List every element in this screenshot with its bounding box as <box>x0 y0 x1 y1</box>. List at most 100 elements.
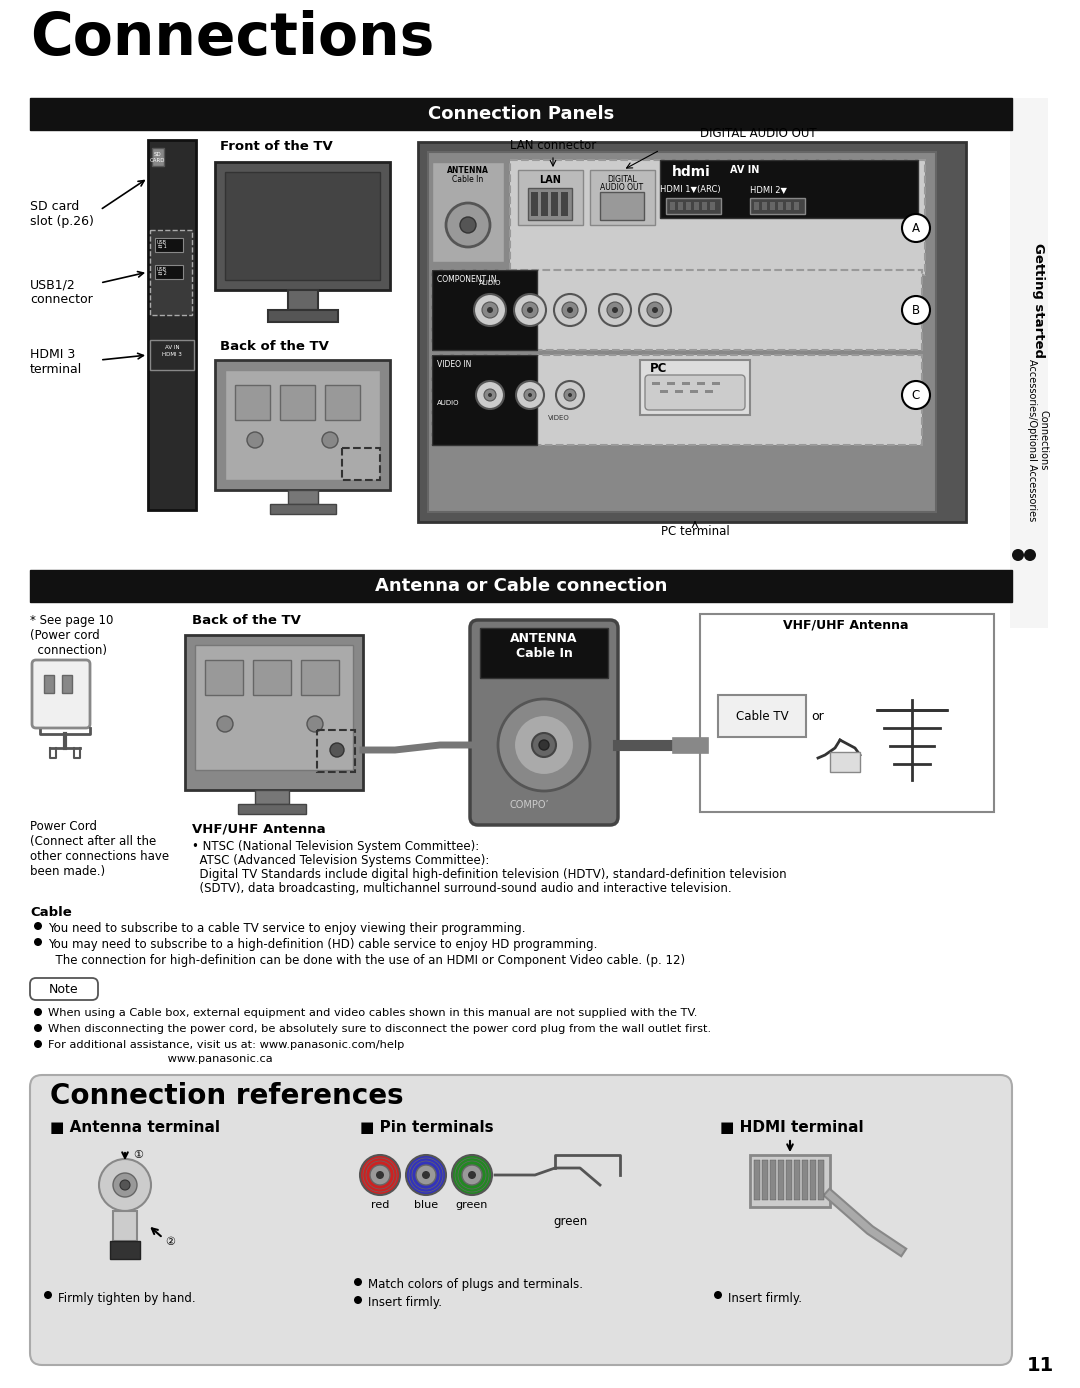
Text: B: B <box>912 304 920 316</box>
Text: Connection references: Connection references <box>50 1083 404 1110</box>
Text: ANTENNA: ANTENNA <box>447 167 489 175</box>
Circle shape <box>902 214 930 242</box>
Text: Insert firmly.: Insert firmly. <box>368 1296 442 1309</box>
Text: ■ Pin terminals: ■ Pin terminals <box>360 1120 494 1135</box>
Circle shape <box>460 217 476 233</box>
Bar <box>432 355 537 446</box>
Text: You need to subscribe to a cable TV service to enjoy viewing their programming.: You need to subscribe to a cable TV serv… <box>48 922 526 936</box>
Text: VHF/UHF Antenna: VHF/UHF Antenna <box>783 618 908 632</box>
Text: VIDEO: VIDEO <box>548 415 570 421</box>
Circle shape <box>453 1155 492 1195</box>
Circle shape <box>532 733 556 756</box>
Circle shape <box>487 307 492 314</box>
Text: Cable: Cable <box>30 906 71 919</box>
Text: HDMI 3: HDMI 3 <box>162 353 181 357</box>
Bar <box>215 359 390 490</box>
Bar <box>754 203 759 210</box>
Bar <box>762 203 767 210</box>
Bar <box>518 169 583 225</box>
Circle shape <box>1012 550 1024 561</box>
Circle shape <box>714 1291 723 1299</box>
Bar <box>818 1160 824 1201</box>
Text: A: A <box>912 222 920 235</box>
Circle shape <box>902 296 930 323</box>
Text: green: green <box>456 1201 488 1210</box>
Text: HDMI 3
terminal: HDMI 3 terminal <box>30 348 82 376</box>
FancyBboxPatch shape <box>30 979 98 999</box>
Bar <box>195 645 353 770</box>
Text: www.panasonic.ca: www.panasonic.ca <box>48 1053 272 1065</box>
Text: AV IN: AV IN <box>730 165 759 175</box>
Bar <box>770 1160 777 1201</box>
Circle shape <box>652 307 658 314</box>
Bar <box>754 1160 760 1201</box>
Text: Note: Note <box>50 983 79 995</box>
FancyBboxPatch shape <box>30 1074 1012 1364</box>
Bar <box>794 1160 800 1201</box>
Circle shape <box>468 1171 476 1178</box>
Bar <box>694 203 699 210</box>
Circle shape <box>446 203 490 247</box>
Bar <box>675 390 683 393</box>
Circle shape <box>354 1296 362 1303</box>
Text: ⇆ 2: ⇆ 2 <box>158 271 166 276</box>
Circle shape <box>44 1291 52 1299</box>
Text: ②: ② <box>165 1237 175 1246</box>
Text: Insert firmly.: Insert firmly. <box>728 1292 802 1305</box>
FancyBboxPatch shape <box>32 661 90 727</box>
Text: Connections: Connections <box>30 10 434 67</box>
Bar <box>318 730 355 772</box>
Bar <box>288 290 318 310</box>
Bar <box>432 271 922 350</box>
Bar <box>156 265 183 279</box>
Text: hdmi: hdmi <box>672 165 711 179</box>
Bar <box>301 661 339 695</box>
Text: Digital TV Standards include digital high-definition television (HDTV), standard: Digital TV Standards include digital hig… <box>192 868 786 881</box>
Text: When using a Cable box, external equipment and video cables shown in this manual: When using a Cable box, external equipme… <box>48 1008 698 1017</box>
Bar <box>794 203 799 210</box>
Bar <box>718 695 806 737</box>
Text: PC terminal: PC terminal <box>661 525 729 539</box>
Text: Cable In: Cable In <box>515 647 572 661</box>
Circle shape <box>516 380 544 409</box>
Bar <box>1010 99 1048 627</box>
Text: Match colors of plugs and terminals.: Match colors of plugs and terminals. <box>368 1278 583 1291</box>
Circle shape <box>120 1180 130 1190</box>
Circle shape <box>217 716 233 731</box>
Text: DIGITAL: DIGITAL <box>607 175 637 185</box>
Bar <box>660 390 669 393</box>
Circle shape <box>330 743 345 756</box>
Text: or: or <box>812 709 824 723</box>
Circle shape <box>482 303 498 318</box>
Bar <box>255 790 289 804</box>
Circle shape <box>360 1155 400 1195</box>
Circle shape <box>539 740 549 750</box>
Circle shape <box>1024 550 1036 561</box>
Bar <box>253 661 291 695</box>
Circle shape <box>514 715 573 775</box>
Text: Getting started: Getting started <box>1031 243 1044 358</box>
Text: Firmly tighten by hand.: Firmly tighten by hand. <box>58 1292 195 1305</box>
Text: Antenna or Cable connection: Antenna or Cable connection <box>375 577 667 595</box>
Bar <box>778 203 783 210</box>
Circle shape <box>33 1024 42 1033</box>
Circle shape <box>33 922 42 930</box>
Circle shape <box>322 432 338 448</box>
Text: PC: PC <box>650 362 667 375</box>
Text: 11: 11 <box>1026 1356 1054 1376</box>
Bar <box>428 153 936 512</box>
Bar <box>528 187 572 221</box>
Bar <box>712 382 720 384</box>
Text: green: green <box>553 1214 588 1228</box>
Bar <box>238 804 306 813</box>
Bar <box>288 490 318 504</box>
Bar <box>156 237 183 253</box>
Bar <box>786 1160 792 1201</box>
Circle shape <box>524 389 536 401</box>
Text: VHF/UHF Antenna: VHF/UHF Antenna <box>192 822 326 836</box>
Bar <box>531 192 538 217</box>
Circle shape <box>639 294 671 326</box>
Circle shape <box>462 1165 482 1185</box>
Bar <box>590 169 654 225</box>
Text: LAN connector: LAN connector <box>510 139 596 153</box>
